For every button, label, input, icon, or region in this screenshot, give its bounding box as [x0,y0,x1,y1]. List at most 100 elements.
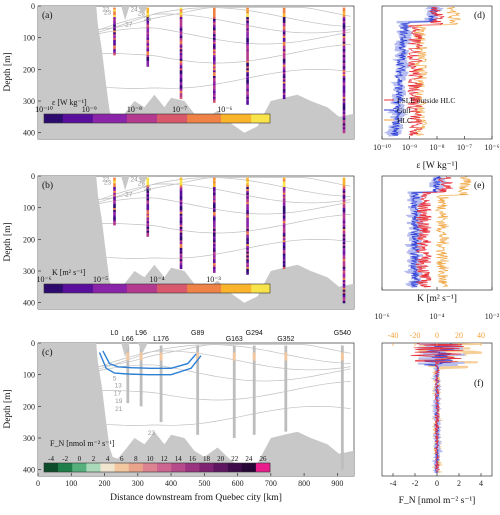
profile-cell [146,188,150,192]
profile-cell [282,37,286,41]
profile-cell [282,240,286,243]
profile-cell [246,253,249,256]
profile-cell [342,24,346,27]
colorbar-cell [126,114,132,123]
colorbar-cell [209,284,214,293]
profile-cell [179,37,183,41]
profile-cell [246,270,249,273]
profile-cell [246,198,249,201]
profile-cell [146,232,150,235]
colorbar-cell [172,114,177,123]
colorbar-cell [179,284,184,293]
colorbar-cell [168,284,173,293]
profile-cell [113,7,116,10]
profile-cell [246,32,249,35]
profile-cell [179,66,183,69]
profile-cell [179,226,183,230]
colorbar-cell [153,284,158,293]
profile-cell [113,49,116,52]
isopycnal-label: 25 [138,180,146,187]
profile-cell [179,259,183,262]
profile-cell [282,179,286,182]
profile-cell [146,64,150,67]
profile-cell [342,85,346,88]
top-xtick-label: 0 [435,331,439,340]
profile-cell [212,18,216,22]
profile-cell [212,190,216,194]
profile-cell [212,43,216,46]
legend-label: LSLE outside HLC [397,96,455,105]
profile-cell [179,41,183,44]
profile-cell [246,72,249,75]
profile-cell [212,230,216,233]
profile-cell [146,47,150,50]
profile-cell [212,245,216,249]
colorbar-cell [123,114,128,123]
profile-cell [282,96,286,100]
xtick-label: 700 [265,479,277,488]
profile-cell [179,55,183,58]
contour-label: 23 [148,430,156,437]
profile-cell [179,45,183,48]
profile-cell [246,98,249,101]
colorbar-cell [51,114,56,123]
profile-cell [246,83,249,86]
profile-cell [246,79,249,82]
colorbar-cell [126,284,132,293]
profile-cell [179,22,183,25]
panel-a-yticks: 0 100 200 300 400 [23,2,41,138]
profile-cell [113,39,116,43]
profile-cell [212,225,216,228]
profile-cell [179,79,183,82]
contour-label: 19 [115,398,123,405]
profile-cell [179,72,183,75]
colorbar-cell [149,114,154,123]
colorbar-cell [138,284,143,293]
profile-cell [246,85,249,88]
ytick-label: 100 [23,204,35,213]
colorbar-cell [142,463,158,472]
colorbar-cell [72,463,87,472]
profile-cell [282,181,286,184]
xtick-label: 400 [165,479,177,488]
profile-cell [342,81,346,84]
profile-cell [113,41,116,44]
profile-cell [246,242,249,245]
panel-d-label: (d) [474,10,485,21]
colorbar-cell [236,114,241,123]
profile-cell [146,185,150,188]
profile-cell [246,181,249,184]
profile-cell [282,206,286,209]
profile-cell [212,202,216,205]
colorbar-cell [164,114,169,123]
profile-cell [179,230,183,233]
colorbar-tick: 10⁻⁵ [93,275,108,284]
profile-cell [179,223,183,226]
xtick-label: 200 [99,479,111,488]
profile-cell [342,7,346,10]
profile-cell [113,194,116,197]
profile-cell [342,26,346,29]
colorbar-cell [70,114,75,123]
profile-cell [146,177,150,180]
colorbar-cell [128,463,144,472]
profile-cell [179,17,183,20]
profile-cell [246,56,249,60]
profile-cell [246,200,249,203]
colorbar-tick: 14 [175,455,183,463]
profile-cell [212,96,216,100]
profile-cell [179,211,183,214]
profile-cell [342,121,346,124]
profile-cell [212,53,216,56]
profile-cell [179,188,183,192]
profile-cell [342,55,346,58]
profile-cell [179,209,183,213]
profile-cell [342,204,346,207]
profile-cell [179,68,183,71]
profile-cell [179,87,183,90]
profile-cell [282,66,286,69]
profile-cell [212,223,216,226]
profile-cell [246,81,249,84]
profile-cell [113,209,116,213]
